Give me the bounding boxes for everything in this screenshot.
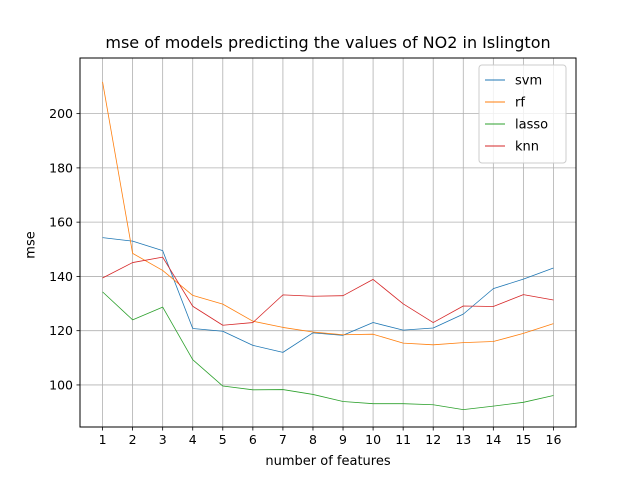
x-tick-label: 6: [249, 432, 257, 447]
x-tick-label: 1: [99, 432, 107, 447]
grid: [80, 58, 576, 427]
series-lines: [102, 81, 554, 411]
x-tick-label: 13: [455, 432, 471, 447]
series-line-lasso: [102, 291, 554, 411]
x-tick-label: 16: [546, 432, 562, 447]
series-line-knn: [102, 256, 554, 326]
y-axis-label: mse: [23, 231, 39, 259]
chart-title: mse of models predicting the values of N…: [105, 33, 551, 52]
x-tick-label: 12: [425, 432, 441, 447]
legend-label-knn: knn: [515, 140, 539, 155]
legend: svm rf lasso knn: [478, 64, 567, 164]
plot-frame: [79, 57, 577, 428]
axis-ticks: 1 2 3 4 5 6 7 8 9 10 11 12 13 14 15 1610012014016018020…: [49, 106, 561, 447]
y-tick-label: 140: [49, 269, 73, 284]
y-tick-label: 100: [49, 377, 73, 392]
legend-label-svm: svm: [515, 74, 542, 89]
x-tick-label: 11: [395, 432, 411, 447]
y-tick-label: 120: [49, 323, 73, 338]
x-tick-label: 7: [279, 432, 287, 447]
x-tick-label: 9: [339, 432, 347, 447]
series-line-rf: [102, 81, 554, 346]
x-axis-label: number of features: [265, 454, 391, 469]
y-tick-label: 180: [49, 160, 73, 175]
x-tick-label: 14: [485, 432, 501, 447]
series-line-svm: [102, 237, 554, 353]
y-tick-label: 200: [49, 106, 73, 121]
x-tick-label: 5: [219, 432, 227, 447]
x-tick-label: 2: [129, 432, 137, 447]
x-tick-label: 15: [515, 432, 531, 447]
y-tick-label: 160: [49, 215, 73, 230]
legend-box: [478, 64, 567, 164]
legend-label-lasso: lasso: [515, 118, 548, 133]
x-tick-label: 4: [189, 432, 197, 447]
x-tick-label: 3: [159, 432, 167, 447]
x-tick-label: 10: [365, 432, 381, 447]
x-tick-label: 8: [309, 432, 317, 447]
legend-label-rf: rf: [515, 96, 525, 111]
